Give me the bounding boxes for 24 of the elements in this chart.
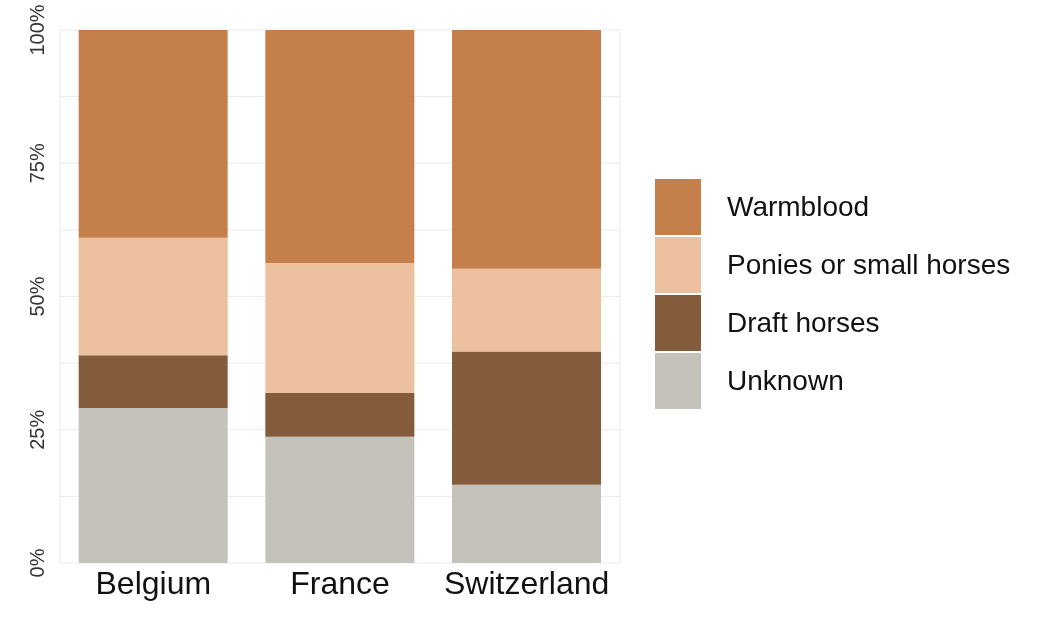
bar [452,30,601,269]
bar [265,436,415,563]
x-tick-label: Belgium [95,564,212,601]
y-tick-label: 25% [26,409,48,450]
bar [78,355,228,408]
x-tick-label: Switzerland [443,564,610,601]
x-tick-label: France [290,564,390,601]
bar [452,268,601,352]
bar [78,30,228,238]
legend-label: Unknown [727,365,844,397]
y-tick-label: 0% [26,548,48,578]
bar [265,30,415,263]
legend-label: Warmblood [727,191,870,223]
bar [452,351,601,485]
legend-label: Ponies or small horses [727,249,1011,281]
legend-label: Draft horses [727,307,880,339]
y-tick-label: 50% [26,276,48,317]
bar [78,407,228,563]
bar [78,237,228,356]
y-tick-label: 75% [26,143,48,184]
bar [265,392,415,437]
bar [265,262,415,393]
y-tick-label: 100% [26,4,48,56]
bar [452,484,601,563]
